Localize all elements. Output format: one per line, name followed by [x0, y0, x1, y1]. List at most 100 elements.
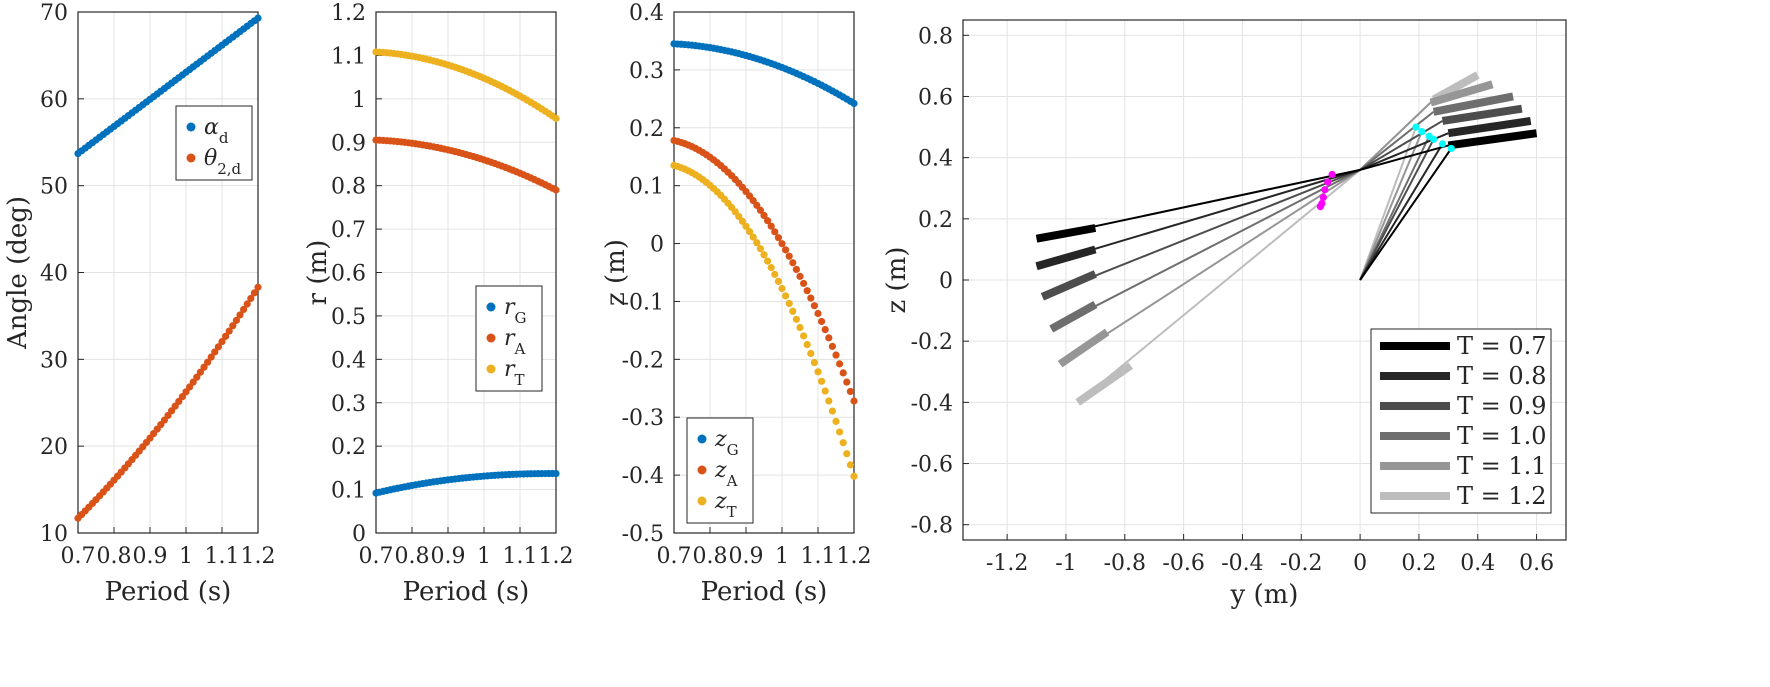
data-point: [836, 360, 844, 368]
svg-text:rG: rG: [504, 295, 527, 327]
data-point: [846, 461, 855, 469]
y-axis-label: z (m): [601, 239, 631, 306]
data-point: [211, 348, 219, 356]
panel-angles: 0.7 0.8 0.9 1 1.1 1.2 10 20 30 40 50 60 70 Period (s)…: [3, 1, 276, 607]
data-point: [196, 368, 204, 376]
data-point: [846, 387, 855, 396]
y-tick-label: 0.2: [918, 208, 953, 233]
y-tick-label: 0.3: [629, 59, 664, 84]
pivot-point: [1328, 170, 1336, 179]
series-α-d: [74, 14, 262, 158]
data-point: [828, 407, 837, 415]
svg-text:αd: αd: [204, 115, 229, 147]
x-tick-label: 0.8: [395, 544, 430, 569]
data-point: [789, 307, 797, 315]
y-tick-label: 10: [40, 522, 68, 547]
x-tick-label: 1.2: [241, 544, 276, 569]
data-point: [749, 233, 757, 241]
x-tick-label: -0.2: [1280, 551, 1322, 576]
pivot-point: [1321, 186, 1329, 194]
pivot-point: [1319, 193, 1327, 202]
series-r-A: [372, 136, 560, 194]
y-tick-label: 0.8: [331, 175, 366, 200]
panel-radii: 0.7 0.8 0.9 1 1.1 1.200.10.20.30.40.50.60.70.…: [303, 1, 574, 607]
body-link: [1359, 110, 1435, 171]
legend-marker: [486, 333, 496, 343]
data-point: [218, 337, 226, 346]
svg-text:zG: zG: [714, 427, 739, 459]
x-tick-label: -1.2: [986, 551, 1028, 576]
panel-configurations: -1.2 -1 -0.8 -0.6 -0.4 -0.2 0 0.2 0.4 0.6 -0.8 -0.6…: [882, 19, 1567, 610]
x-tick-label: -0.6: [1162, 551, 1204, 576]
legend-entry: αd: [204, 115, 229, 147]
legend-label: T = 0.8: [1457, 362, 1547, 390]
configuration-lines: [1035, 71, 1538, 406]
data-point: [764, 217, 772, 225]
legend-marker: [186, 153, 196, 163]
y-tick-label: 0.2: [331, 435, 366, 460]
strut-link: [1359, 138, 1435, 281]
body-link: [1359, 144, 1449, 171]
data-point: [207, 353, 215, 361]
legend-entry: zT: [714, 489, 737, 521]
data-point: [836, 428, 844, 436]
strut-link: [1359, 126, 1417, 281]
data-point: [803, 341, 811, 349]
data-point: [756, 206, 765, 214]
data-point: [200, 363, 208, 371]
data-point: [756, 245, 765, 253]
legend-entry: rA: [504, 326, 526, 358]
data-point: [832, 417, 840, 426]
data-point: [782, 246, 790, 254]
data-point: [850, 397, 858, 405]
data-point: [764, 257, 772, 265]
y-tick-label: -0.4: [911, 391, 953, 416]
data-point: [774, 277, 783, 285]
data-point: [240, 305, 248, 314]
thick-right-segment: [1441, 104, 1523, 125]
legend-entry: zG: [714, 427, 739, 459]
pivot-point: [1316, 202, 1324, 211]
legend-box: [175, 105, 253, 181]
x-tick-label: 1: [477, 544, 491, 569]
y-tick-label: 0: [352, 522, 366, 547]
x-tick-label: 0.8: [693, 544, 728, 569]
y-axis-label: z (m): [882, 247, 912, 314]
svg-text:θ2,d: θ2,d: [204, 146, 242, 178]
pivot-point: [1324, 178, 1332, 186]
thick-right-segment: [1447, 129, 1538, 150]
marker-points: [1316, 123, 1455, 211]
y-tick-label: 30: [40, 348, 68, 373]
y-tick-label: 60: [40, 88, 68, 113]
y-tick-label: -0.5: [622, 522, 664, 547]
svg-text:zA: zA: [714, 458, 738, 490]
thick-right-segment: [1429, 80, 1494, 107]
data-point: [552, 114, 560, 122]
data-point: [250, 289, 258, 297]
data-point: [760, 251, 768, 259]
x-tick-label: -0.8: [1104, 551, 1146, 576]
body-link: [1359, 101, 1432, 171]
y-tick-label: 0.5: [331, 305, 366, 330]
legend-marker: [186, 122, 196, 132]
y-axis-label: r (m): [303, 240, 333, 306]
data-point: [828, 342, 837, 350]
axes-frame: [962, 19, 1567, 541]
x-tick-label: 0.9: [729, 544, 764, 569]
x-tick-label: 1.2: [837, 544, 872, 569]
data-point: [753, 239, 761, 247]
data-point: [189, 378, 197, 386]
body-link: [1359, 120, 1443, 171]
series-θ-2,d: [74, 283, 262, 522]
y-tick-label: 0.9: [331, 131, 366, 156]
upper-point: [1425, 132, 1433, 140]
y-tick-label: 1.1: [331, 44, 366, 69]
upper-point: [1438, 140, 1447, 148]
thick-left-segment: [1035, 245, 1097, 271]
data-point: [810, 358, 819, 367]
x-tick-label: 1: [775, 544, 789, 569]
data-point: [792, 265, 801, 274]
svg-text:rA: rA: [504, 326, 526, 358]
